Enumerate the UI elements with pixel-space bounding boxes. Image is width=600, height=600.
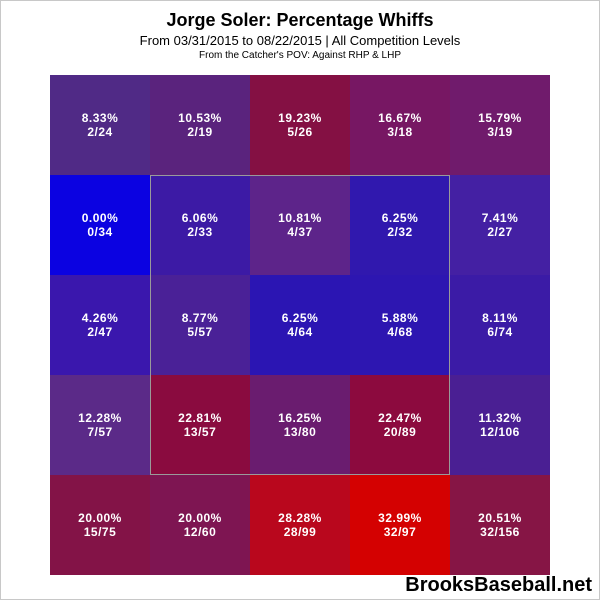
heatmap-cell: 4.26% 2/47	[50, 275, 150, 375]
cell-percentage: 6.25%	[281, 311, 319, 325]
cell-percentage: 4.26%	[81, 311, 119, 325]
cell-percentage: 8.77%	[181, 311, 219, 325]
cell-fraction: 15/75	[83, 525, 117, 539]
cell-fraction: 2/32	[387, 225, 413, 239]
cell-fraction: 2/19	[187, 125, 213, 139]
cell-percentage: 16.67%	[378, 111, 422, 125]
cell-fraction: 2/33	[187, 225, 213, 239]
cell-percentage: 32.99%	[378, 511, 422, 525]
heatmap-cell: 10.81% 4/37	[250, 175, 350, 275]
cell-percentage: 15.79%	[478, 111, 522, 125]
heatmap-cell: 10.53% 2/19	[150, 75, 250, 175]
cell-fraction: 7/57	[87, 425, 113, 439]
cell-fraction: 12/60	[183, 525, 217, 539]
heatmap-cell: 20.00% 15/75	[50, 475, 150, 575]
cell-percentage: 6.06%	[181, 211, 219, 225]
heatmap-cell: 20.51% 32/156	[450, 475, 550, 575]
cell-percentage: 8.33%	[81, 111, 119, 125]
heatmap-cell: 5.88% 4/68	[350, 275, 450, 375]
cell-percentage: 22.81%	[178, 411, 222, 425]
heatmap-cell: 6.25% 2/32	[350, 175, 450, 275]
chart-subtitle: From 03/31/2015 to 08/22/2015 | All Comp…	[139, 33, 461, 48]
cell-fraction: 6/74	[487, 325, 513, 339]
cell-fraction: 2/24	[87, 125, 113, 139]
heatmap-cell: 22.81% 13/57	[150, 375, 250, 475]
chart-subtitle-pov: From the Catcher's POV: Against RHP & LH…	[199, 50, 401, 61]
cell-percentage: 28.28%	[278, 511, 322, 525]
heatmap-grid: 8.33% 2/24 10.53% 2/19 19.23% 5/26 16.67% 3/18 1…	[50, 75, 550, 575]
cell-percentage: 10.53%	[178, 111, 222, 125]
heatmap-cell: 32.99% 32/97	[350, 475, 450, 575]
chart-title: Jorge Soler: Percentage Whiffs	[166, 10, 434, 30]
cell-percentage: 7.41%	[481, 211, 519, 225]
heatmap-cell: 6.06% 2/33	[150, 175, 250, 275]
cell-fraction: 2/47	[87, 325, 113, 339]
cell-fraction: 13/57	[183, 425, 217, 439]
heatmap-cell: 6.25% 4/64	[250, 275, 350, 375]
cell-fraction: 28/99	[283, 525, 317, 539]
cell-percentage: 6.25%	[381, 211, 419, 225]
cell-percentage: 22.47%	[378, 411, 422, 425]
cell-fraction: 5/57	[187, 325, 213, 339]
heatmap-cell: 15.79% 3/19	[450, 75, 550, 175]
cell-fraction: 20/89	[383, 425, 417, 439]
heatmap-cell: 11.32% 12/106	[450, 375, 550, 475]
cell-percentage: 5.88%	[381, 311, 419, 325]
heatmap-cell: 0.00% 0/34	[50, 175, 150, 275]
cell-fraction: 32/97	[383, 525, 417, 539]
cell-percentage: 19.23%	[278, 111, 322, 125]
cell-fraction: 3/18	[387, 125, 413, 139]
cell-percentage: 20.51%	[478, 511, 522, 525]
cell-percentage: 10.81%	[278, 211, 322, 225]
cell-fraction: 2/27	[487, 225, 513, 239]
cell-fraction: 4/68	[387, 325, 413, 339]
cell-percentage: 12.28%	[78, 411, 122, 425]
heatmap-cell: 8.33% 2/24	[50, 75, 150, 175]
heatmap-cell: 8.11% 6/74	[450, 275, 550, 375]
cell-percentage: 8.11%	[482, 311, 518, 325]
heatmap-cell: 20.00% 12/60	[150, 475, 250, 575]
watermark: BrooksBaseball.net	[405, 574, 592, 596]
cell-fraction: 0/34	[87, 225, 113, 239]
heatmap-cell: 16.25% 13/80	[250, 375, 350, 475]
heatmap-cell: 19.23% 5/26	[250, 75, 350, 175]
cell-percentage: 0.00%	[81, 211, 119, 225]
heatmap-cell: 7.41% 2/27	[450, 175, 550, 275]
cell-fraction: 13/80	[283, 425, 317, 439]
heatmap-cell: 16.67% 3/18	[350, 75, 450, 175]
cell-percentage: 16.25%	[278, 411, 322, 425]
cell-fraction: 5/26	[287, 125, 313, 139]
cell-fraction: 4/37	[287, 225, 313, 239]
cell-fraction: 3/19	[487, 125, 513, 139]
cell-fraction: 12/106	[480, 425, 520, 439]
cell-percentage: 20.00%	[178, 511, 222, 525]
heatmap-cell: 8.77% 5/57	[150, 275, 250, 375]
heatmap-cell: 12.28% 7/57	[50, 375, 150, 475]
heatmap-cell: 28.28% 28/99	[250, 475, 350, 575]
heatmap-cell: 22.47% 20/89	[350, 375, 450, 475]
cell-fraction: 32/156	[480, 525, 520, 539]
cell-fraction: 4/64	[287, 325, 313, 339]
cell-percentage: 20.00%	[78, 511, 122, 525]
cell-percentage: 11.32%	[478, 411, 522, 425]
